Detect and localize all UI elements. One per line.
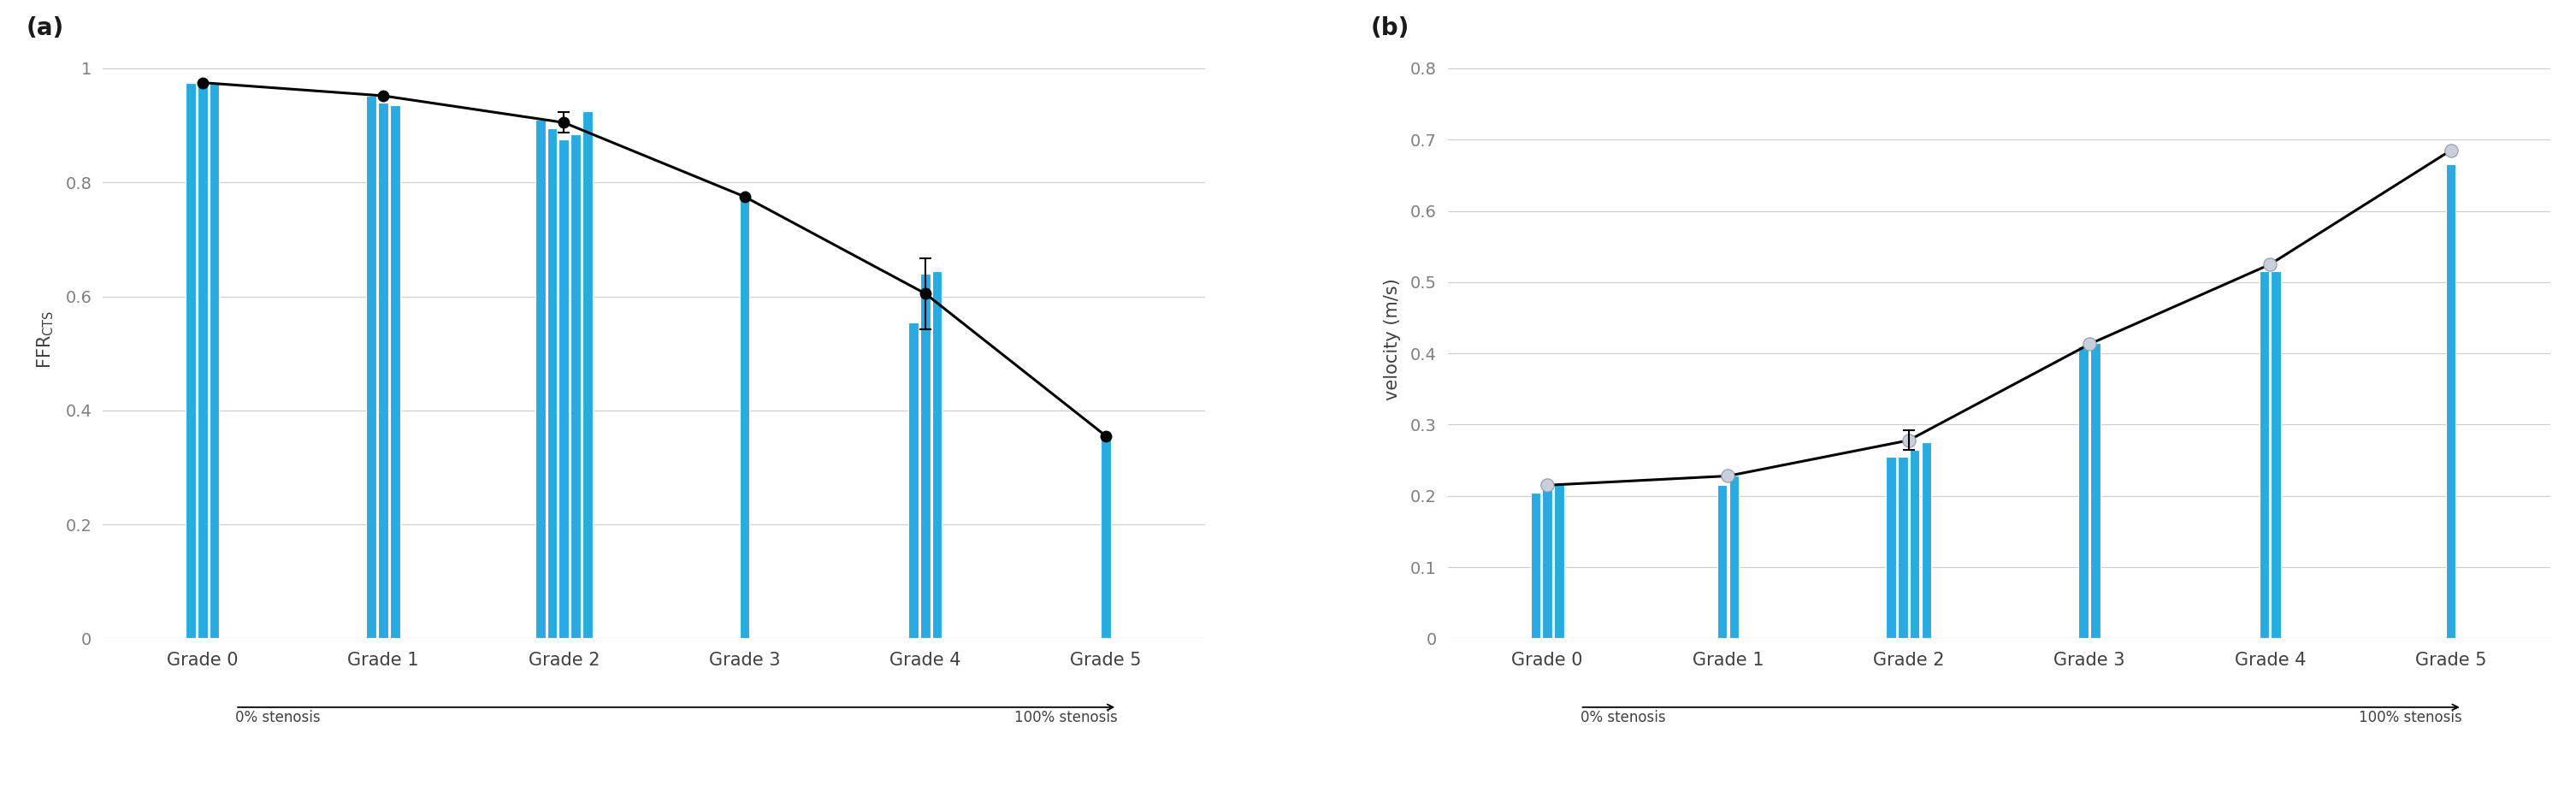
Bar xyxy=(1553,485,1564,638)
Bar xyxy=(739,196,750,638)
Bar xyxy=(1543,485,1553,638)
Bar xyxy=(1530,492,1540,638)
Bar xyxy=(1718,485,1726,638)
Bar xyxy=(2089,342,2099,638)
Text: 0% stenosis: 0% stenosis xyxy=(1579,710,1664,725)
Bar xyxy=(198,83,209,638)
Bar xyxy=(572,134,580,638)
Bar xyxy=(2079,346,2089,638)
Bar xyxy=(582,111,592,638)
Text: (a): (a) xyxy=(26,16,64,40)
Bar xyxy=(1728,476,1739,638)
Bar xyxy=(209,83,219,638)
Text: 0% stenosis: 0% stenosis xyxy=(234,710,319,725)
Bar xyxy=(389,105,399,638)
Bar xyxy=(1886,456,1896,638)
Text: 100% stenosis: 100% stenosis xyxy=(1015,710,1118,725)
Bar xyxy=(920,274,930,638)
Bar xyxy=(185,83,196,638)
Bar xyxy=(2272,271,2280,638)
Bar xyxy=(1100,436,1110,638)
Bar xyxy=(909,322,920,638)
Bar xyxy=(1922,442,1932,638)
Bar xyxy=(1909,449,1919,638)
Y-axis label: FFR$_{\sf CTS}$: FFR$_{\sf CTS}$ xyxy=(36,310,57,369)
Bar xyxy=(2259,271,2269,638)
Bar xyxy=(559,140,569,638)
Text: 100% stenosis: 100% stenosis xyxy=(2360,710,2463,725)
Bar xyxy=(1899,456,1909,638)
Text: (b): (b) xyxy=(1370,16,1409,40)
Bar xyxy=(933,271,943,638)
Bar xyxy=(366,96,376,638)
Bar xyxy=(2445,164,2455,638)
Y-axis label: velocity (m/s): velocity (m/s) xyxy=(1383,278,1401,401)
Bar xyxy=(546,128,556,638)
Bar xyxy=(536,120,546,638)
Bar xyxy=(379,103,389,638)
